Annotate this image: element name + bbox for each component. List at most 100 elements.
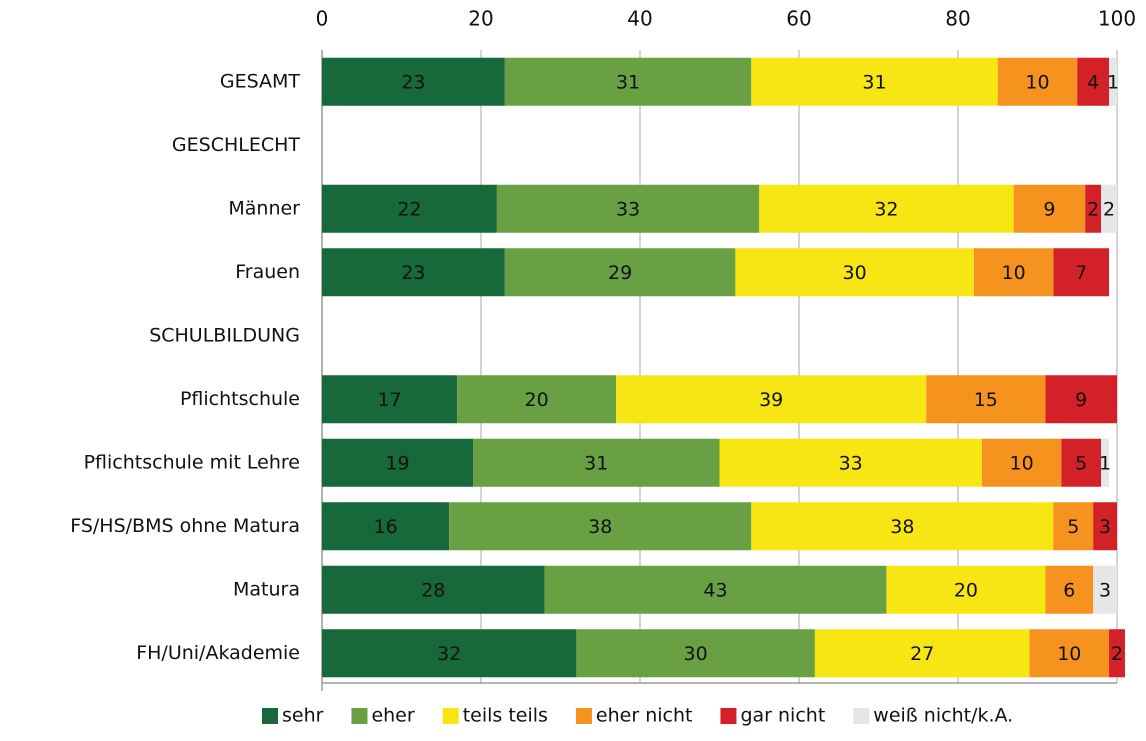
value-label: 3 — [1099, 516, 1111, 538]
bar-segment — [504, 248, 736, 297]
y-tick-label: Pflichtschule — [180, 388, 300, 410]
value-label: 15 — [974, 389, 998, 411]
x-tick-label: 40 — [627, 7, 652, 31]
legend-swatch — [262, 708, 278, 724]
x-tick-label: 60 — [786, 7, 811, 31]
value-label: 20 — [525, 389, 549, 411]
bar-segment — [1109, 629, 1125, 678]
bar-segment — [1029, 629, 1110, 678]
value-label: 6 — [1063, 579, 1075, 601]
x-tick-label: 20 — [468, 7, 493, 31]
y-tick-label: Frauen — [235, 261, 300, 283]
bar-segment — [322, 502, 450, 551]
y-tick-label: Pflichtschule mit Lehre — [84, 451, 300, 473]
value-label: 29 — [608, 262, 632, 284]
bar-segment — [719, 438, 982, 487]
bar-segment — [322, 629, 577, 678]
y-tick-label: FS/HS/BMS ohne Matura — [70, 515, 300, 537]
bar-segment — [616, 375, 927, 424]
y-tick-label: GESAMT — [220, 70, 301, 92]
bar-segment — [576, 629, 815, 678]
bar-segment — [759, 184, 1014, 233]
bar-segment — [1109, 57, 1117, 106]
bar-segment — [322, 438, 474, 487]
bar-segment — [504, 57, 752, 106]
bar-segment — [1077, 57, 1110, 106]
value-label: 23 — [401, 262, 425, 284]
value-label: 31 — [862, 71, 886, 93]
y-tick-label: Matura — [233, 578, 300, 600]
legend-swatch — [575, 708, 592, 724]
legend-label: weiß nicht/k.A. — [873, 705, 1013, 727]
bar-segment — [981, 438, 1062, 487]
bar-segment — [1085, 184, 1102, 233]
value-label: 39 — [759, 389, 783, 411]
value-label: 32 — [437, 643, 461, 665]
value-label: 28 — [421, 579, 445, 601]
value-label: 10 — [1057, 643, 1081, 665]
bar-segment — [997, 57, 1078, 106]
value-label: 31 — [584, 452, 608, 474]
value-label: 16 — [374, 516, 398, 538]
value-label: 31 — [616, 71, 640, 93]
bar-segment — [496, 184, 760, 233]
bar-segment — [1093, 565, 1117, 614]
value-label: 33 — [839, 452, 863, 474]
value-label: 38 — [588, 516, 612, 538]
bar-segment — [322, 565, 545, 614]
value-label: 19 — [385, 452, 409, 474]
legend-swatch — [351, 708, 368, 724]
bar-segment — [1101, 438, 1110, 487]
bar-segment — [1053, 502, 1094, 551]
value-label: 2 — [1087, 198, 1099, 220]
value-label: 38 — [890, 516, 914, 538]
bar-segment — [544, 565, 887, 614]
value-label: 7 — [1075, 262, 1087, 284]
bar-segment — [814, 629, 1030, 678]
value-label: 33 — [616, 198, 640, 220]
value-label: 22 — [397, 198, 421, 220]
bar-segment — [1053, 248, 1110, 297]
y-tick-label: FH/Uni/Akademie — [136, 642, 300, 664]
value-label: 23 — [401, 71, 425, 93]
legend-label: sehr — [282, 705, 324, 727]
bar-segment — [322, 248, 505, 297]
y-tick-label: GESCHLECHT — [172, 134, 300, 156]
value-label: 10 — [1025, 71, 1049, 93]
value-label: 43 — [703, 579, 727, 601]
bar-segment — [926, 375, 1046, 424]
value-label: 20 — [954, 579, 978, 601]
value-label: 10 — [1002, 262, 1026, 284]
value-label: 30 — [684, 643, 708, 665]
bar-segment — [322, 184, 497, 233]
value-label: 9 — [1043, 198, 1055, 220]
bar-segment — [322, 57, 505, 106]
legend-swatch — [853, 708, 870, 724]
x-tick-label: 80 — [945, 7, 970, 31]
value-label: 1 — [1107, 71, 1119, 93]
value-label: 4 — [1087, 71, 1099, 93]
x-tick-label: 0 — [316, 7, 329, 31]
bar-segment — [1013, 184, 1086, 233]
bar-segment — [1101, 184, 1117, 233]
value-label: 1 — [1099, 452, 1111, 474]
bar-segment — [886, 565, 1046, 614]
value-label: 10 — [1010, 452, 1034, 474]
y-tick-label: Männer — [228, 197, 300, 219]
value-label: 2 — [1103, 198, 1115, 220]
legend-swatch — [442, 708, 459, 724]
bar-segment — [322, 375, 458, 424]
x-tick-label: 100 — [1098, 7, 1136, 31]
bar-segment — [735, 248, 974, 297]
value-label: 9 — [1075, 389, 1087, 411]
bar-segment — [1045, 565, 1094, 614]
bar-segment — [751, 502, 1054, 551]
bar-segment — [1045, 375, 1117, 424]
bar-segment — [449, 502, 752, 551]
legend-label: teils teils — [463, 705, 548, 727]
value-label: 3 — [1099, 579, 1111, 601]
bar-segment — [473, 438, 720, 487]
bar-segment — [751, 57, 998, 106]
legend-label: eher — [371, 705, 414, 727]
